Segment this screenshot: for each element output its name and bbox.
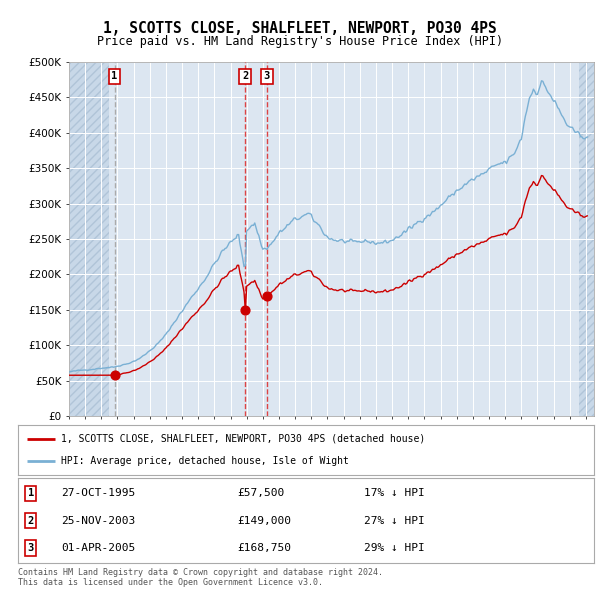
Point — [110, 371, 119, 380]
Text: 25-NOV-2003: 25-NOV-2003 — [61, 516, 136, 526]
Text: 2: 2 — [28, 516, 34, 526]
Text: 17% ↓ HPI: 17% ↓ HPI — [364, 489, 424, 499]
Text: 1: 1 — [112, 71, 118, 81]
Text: Contains HM Land Registry data © Crown copyright and database right 2024.
This d: Contains HM Land Registry data © Crown c… — [18, 568, 383, 587]
Text: £57,500: £57,500 — [237, 489, 284, 499]
Text: 3: 3 — [264, 71, 270, 81]
Point — [262, 292, 272, 301]
Point — [240, 306, 250, 315]
Text: £149,000: £149,000 — [237, 516, 291, 526]
Text: 27% ↓ HPI: 27% ↓ HPI — [364, 516, 424, 526]
Text: £168,750: £168,750 — [237, 543, 291, 553]
Bar — [69, 62, 109, 416]
Text: 29% ↓ HPI: 29% ↓ HPI — [364, 543, 424, 553]
Text: Price paid vs. HM Land Registry's House Price Index (HPI): Price paid vs. HM Land Registry's House … — [97, 35, 503, 48]
Text: 1: 1 — [28, 489, 34, 499]
Text: HPI: Average price, detached house, Isle of Wight: HPI: Average price, detached house, Isle… — [61, 456, 349, 466]
Text: 01-APR-2005: 01-APR-2005 — [61, 543, 136, 553]
Text: 2: 2 — [242, 71, 248, 81]
Text: 1, SCOTTS CLOSE, SHALFLEET, NEWPORT, PO30 4PS: 1, SCOTTS CLOSE, SHALFLEET, NEWPORT, PO3… — [103, 21, 497, 35]
Bar — [579, 62, 594, 416]
Text: 1, SCOTTS CLOSE, SHALFLEET, NEWPORT, PO30 4PS (detached house): 1, SCOTTS CLOSE, SHALFLEET, NEWPORT, PO3… — [61, 434, 425, 444]
Text: 27-OCT-1995: 27-OCT-1995 — [61, 489, 136, 499]
Text: 3: 3 — [28, 543, 34, 553]
